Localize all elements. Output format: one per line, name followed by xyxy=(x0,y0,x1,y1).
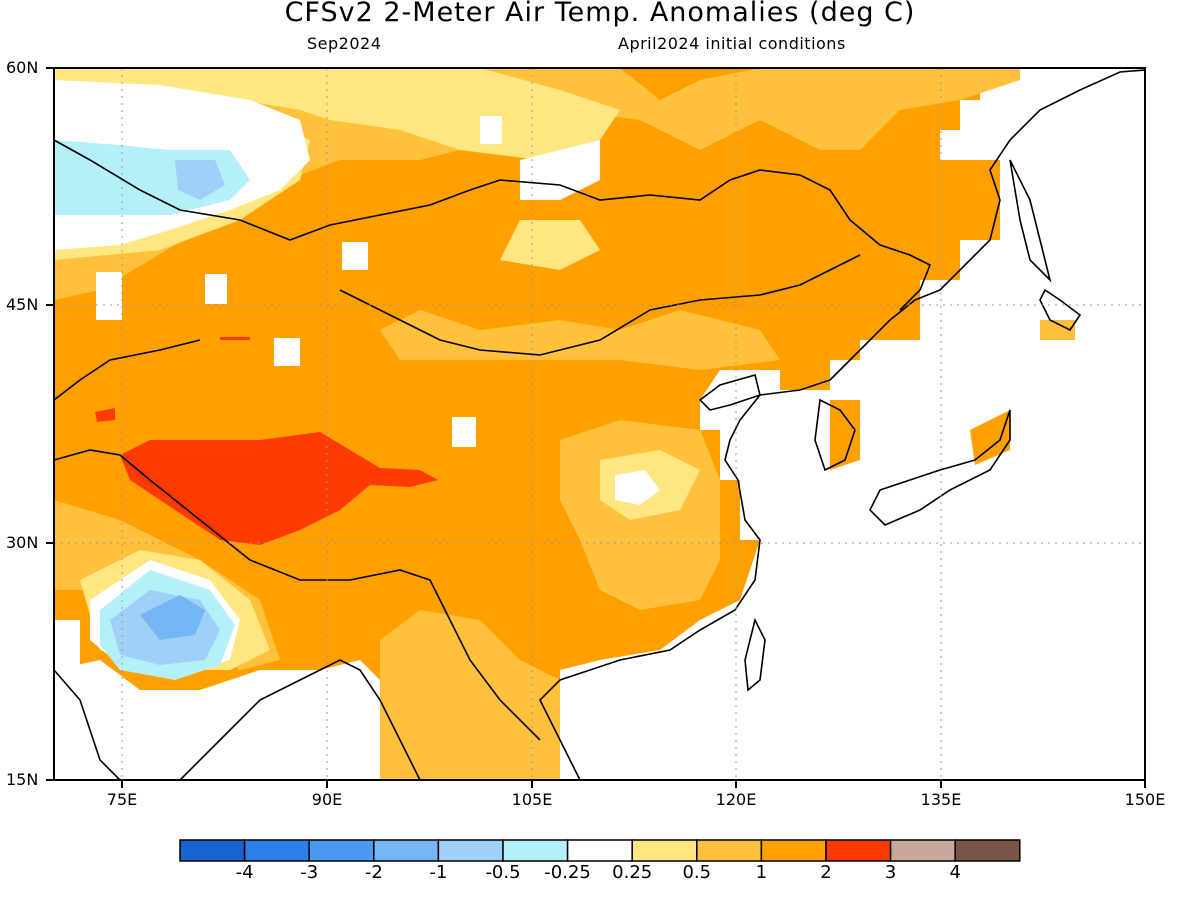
tarim-warm-spot xyxy=(220,337,250,340)
colorbar-swatch xyxy=(566,839,633,862)
colorbar xyxy=(179,839,1021,862)
lat-label-45n: 45N xyxy=(6,295,39,314)
colorbar-tick-label: 4 xyxy=(949,862,961,883)
map-frame xyxy=(53,67,1146,781)
india-cool-core xyxy=(140,595,205,640)
colorbar-swatch xyxy=(760,839,827,862)
colorbar-tick-label: -0.25 xyxy=(544,862,591,883)
colorbar-swatch xyxy=(696,839,763,862)
lat-label-30n: 30N xyxy=(6,533,39,552)
lon-label-105e: 105E xyxy=(511,790,553,809)
coastlines-and-borders xyxy=(53,69,1146,781)
japan-warm-patch xyxy=(970,410,1010,465)
aral-no-data xyxy=(205,274,227,304)
valid-month-label: Sep2024 xyxy=(307,34,382,53)
lake-no-data xyxy=(274,338,300,366)
mongolia-0.25-0.5 xyxy=(500,220,600,270)
colorbar-tick-label: -4 xyxy=(235,862,254,883)
colorbar-swatch xyxy=(825,839,892,862)
lat-label-60n: 60N xyxy=(6,58,39,77)
colorbar-swatch xyxy=(889,839,956,862)
colorbar-tick-label: 0.25 xyxy=(612,862,653,883)
colorbar-tick-label: -2 xyxy=(364,862,383,883)
lon-label-120e: 120E xyxy=(715,790,757,809)
lon-label-75e: 75E xyxy=(106,790,138,809)
colorbar-tick-label: 0.5 xyxy=(682,862,712,883)
map-title: CFSv2 2-Meter Air Temp. Anomalies (deg C… xyxy=(284,0,916,28)
central-china-near-zero xyxy=(615,470,660,505)
colorbar-swatch xyxy=(631,839,698,862)
kazakhstan-cool-core xyxy=(175,160,225,200)
lake-no-data xyxy=(480,116,502,144)
bay-of-bengal-no-data xyxy=(54,660,380,780)
arabian-sea-no-data xyxy=(54,620,80,670)
caspian-no-data xyxy=(96,272,122,320)
anomaly-field xyxy=(54,68,1145,780)
colorbar-tick-label: 2 xyxy=(820,862,832,883)
colorbar-swatch xyxy=(373,839,440,862)
hokkaido-patch xyxy=(1040,320,1075,340)
lake-no-data xyxy=(342,242,368,270)
indochina-0.5-1 xyxy=(380,610,560,780)
lat-label-15n: 15N xyxy=(6,770,39,789)
axis-ticks xyxy=(46,67,1146,788)
colorbar-tick-label: -1 xyxy=(429,862,448,883)
colorbar-swatch xyxy=(243,839,310,862)
colorbar-tick-label: -3 xyxy=(300,862,319,883)
lon-label-90e: 90E xyxy=(311,790,343,809)
lon-label-135e: 135E xyxy=(920,790,962,809)
lon-label-150e: 150E xyxy=(1124,790,1166,809)
colorbar-tick-label: 3 xyxy=(884,862,897,883)
colorbar-tick-label: -0.5 xyxy=(485,862,521,883)
mongolia-0.5-1 xyxy=(380,310,780,370)
colorbar-swatch xyxy=(308,839,375,862)
colorbar-swatch xyxy=(502,839,569,862)
initial-conditions-label: April2024 initial conditions xyxy=(618,34,846,53)
baikal-no-data xyxy=(520,140,600,200)
korea-warm-patch xyxy=(830,400,860,470)
tibet-warm-core xyxy=(120,432,438,545)
colorbar-tick-label: 1 xyxy=(755,862,768,883)
colorbar-swatch xyxy=(179,839,246,862)
colorbar-swatch xyxy=(437,839,504,862)
lake-no-data xyxy=(452,417,476,447)
pamir-warm-spot xyxy=(95,408,115,422)
colorbar-swatch xyxy=(954,839,1021,862)
